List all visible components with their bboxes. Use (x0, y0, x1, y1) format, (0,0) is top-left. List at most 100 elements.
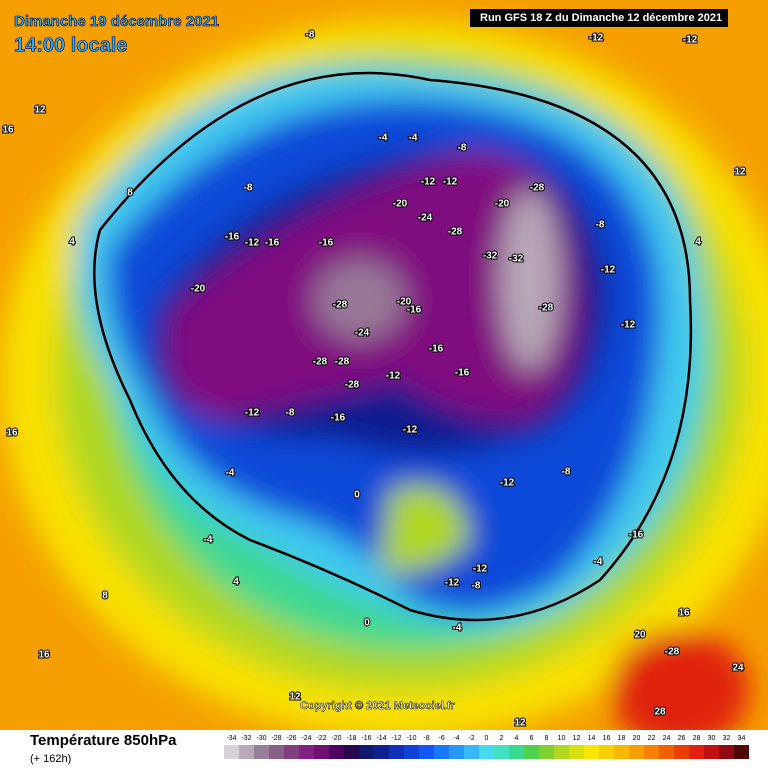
contour-label: -4 (594, 557, 603, 568)
map-labels: -8 -12 -12 -8 -4 -4 -8 -12 -12 -20 -20 -28 -24 -28 -32… (1, 29, 747, 730)
scale-label: -6 (438, 735, 444, 742)
scale-swatch (719, 745, 734, 759)
forecast-lead: (+ 162h) (30, 753, 71, 765)
scale-label: 26 (678, 735, 686, 742)
contour-label: -12 (245, 408, 260, 419)
scale-swatch (404, 745, 419, 759)
scale-label: -20 (331, 735, 341, 742)
contour-label: -16 (319, 238, 334, 249)
scale-label: -14 (376, 735, 386, 742)
scale-label: -2 (468, 735, 474, 742)
scale-swatch (644, 745, 659, 759)
scale-label: 2 (500, 735, 504, 742)
contour-label: 0 (364, 618, 370, 629)
contour-label: -16 (429, 344, 444, 355)
contour-label: -12 (683, 35, 698, 46)
contour-label: 12 (514, 718, 526, 729)
contour-label: 12 (734, 167, 746, 178)
scale-swatch (539, 745, 554, 759)
scale-label: 22 (648, 735, 656, 742)
contour-label: -12 (245, 238, 260, 249)
map (0, 0, 768, 750)
contour-label: -28 (333, 300, 348, 311)
scale-swatch (419, 745, 434, 759)
scale-label: 6 (530, 735, 534, 742)
contour-label: -12 (421, 177, 436, 188)
contour-label: -12 (589, 33, 604, 44)
run-info: Run GFS 18 Z du Dimanche 12 décembre 202… (480, 12, 722, 24)
scale-swatch (224, 745, 239, 759)
scale-swatch (434, 745, 449, 759)
scale-swatch (674, 745, 689, 759)
scale-label: 32 (723, 735, 731, 742)
scale-swatch (329, 745, 344, 759)
contour-label: -4 (226, 468, 235, 479)
scale-label: -28 (271, 735, 281, 742)
scale-swatch (344, 745, 359, 759)
scale-swatch (494, 745, 509, 759)
scale-swatch (374, 745, 389, 759)
contour-label: 16 (6, 428, 18, 439)
contour-label: -24 (355, 328, 370, 339)
scale-swatch (614, 745, 629, 759)
contour-label: -12 (403, 425, 418, 436)
scale-swatch (284, 745, 299, 759)
contour-label: -4 (379, 133, 388, 144)
contour-label: -16 (407, 305, 422, 316)
scale-label: 16 (603, 735, 611, 742)
scale-swatch (299, 745, 314, 759)
contour-label: -28 (448, 227, 463, 238)
scale-swatch (464, 745, 479, 759)
contour-label: -12 (445, 578, 460, 589)
contour-label: -16 (455, 368, 470, 379)
scale-label: 0 (485, 735, 489, 742)
scale-swatch (269, 745, 284, 759)
date: Dimanche 19 décembre 2021 (14, 13, 219, 30)
scale-label: -30 (256, 735, 266, 742)
scale-swatch (359, 745, 374, 759)
contour-label: -16 (265, 238, 280, 249)
contour-label: 4 (233, 577, 239, 588)
copyright: Copyright © 2021 Meteociel.fr (300, 700, 456, 712)
scale-swatch (599, 745, 614, 759)
contour-label: -32 (509, 254, 524, 265)
contour-label: -4 (204, 535, 213, 546)
scale-swatch (659, 745, 674, 759)
contour-label: 24 (732, 663, 744, 674)
footer-title: Température 850hPa (30, 732, 177, 749)
scale-swatch (479, 745, 494, 759)
contour-label: 12 (289, 692, 301, 703)
scale-swatch (389, 745, 404, 759)
scale-swatch (629, 745, 644, 759)
contour-label: 8 (127, 188, 133, 199)
contour-label: -16 (225, 232, 240, 243)
contour-label: 20 (634, 630, 646, 641)
contour-label: -8 (306, 30, 315, 41)
contour-label: -12 (443, 177, 458, 188)
contour-label: -28 (345, 380, 360, 391)
contour-label: -28 (539, 303, 554, 314)
scale-label: -10 (406, 735, 416, 742)
scale-label: 18 (618, 735, 626, 742)
contour-label: -8 (286, 408, 295, 419)
contour-label: -28 (530, 183, 545, 194)
contour-label: 4 (695, 237, 701, 248)
contour-label: -4 (453, 623, 462, 634)
scale-swatch (314, 745, 329, 759)
scale-swatch (584, 745, 599, 759)
contour-label: -32 (483, 251, 498, 262)
scale-label: -26 (286, 735, 296, 742)
contour-label: 8 (102, 591, 108, 602)
scale-label: 34 (738, 735, 746, 742)
contour-label: -8 (458, 143, 467, 154)
scale-label: 14 (588, 735, 596, 742)
contour-label: -24 (418, 213, 433, 224)
contour-label: -20 (495, 199, 510, 210)
scale-swatch (689, 745, 704, 759)
scale-label: -16 (361, 735, 371, 742)
contour-label: 28 (654, 707, 666, 718)
scale-label: -8 (423, 735, 429, 742)
color-scale: -34 -32 -30 -28 -26 -24 -22 -20 -18 -16 -14 -12 -10-… (224, 735, 749, 759)
scale-label: -32 (241, 735, 251, 742)
